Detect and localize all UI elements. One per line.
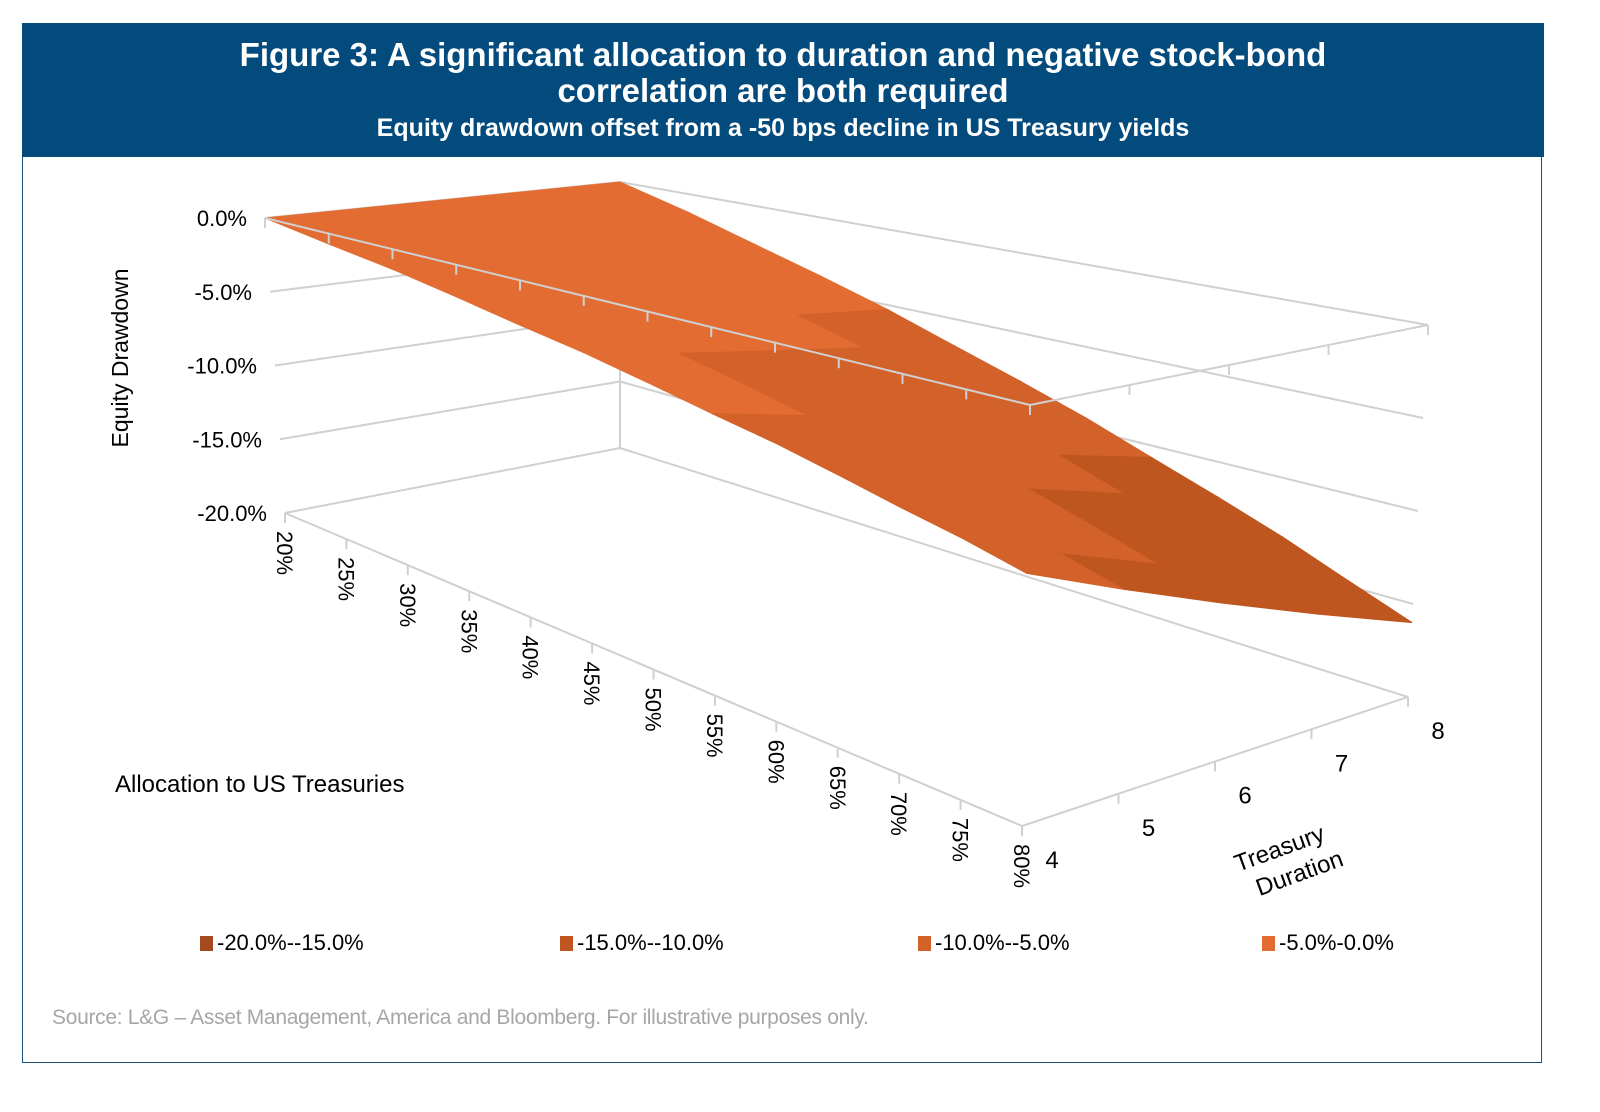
legend-item: -5.0%-0.0% <box>1262 930 1394 956</box>
legend-item: -20.0%--15.0% <box>200 930 364 956</box>
duration-tick-label: 6 <box>1238 783 1251 810</box>
z-tick-label: -10.0% <box>187 354 257 379</box>
z-tick-label: -20.0% <box>197 501 267 526</box>
z-axis-title: Equity Drawdown <box>107 269 133 448</box>
allocation-tick-label: 75% <box>948 818 973 862</box>
legend-label: -5.0%-0.0% <box>1279 930 1394 955</box>
chart-title: Figure 3: A significant allocation to du… <box>239 36 1327 109</box>
chart-subtitle: Equity drawdown offset from a -50 bps de… <box>376 114 1190 142</box>
legend-swatch <box>918 935 931 951</box>
gridline-back-wall <box>619 447 1409 698</box>
allocation-tick-label: 60% <box>763 740 788 784</box>
legend-item: -10.0%--5.0% <box>918 930 1070 956</box>
allocation-tick-label: 55% <box>702 714 727 758</box>
surface-cell <box>963 538 1125 590</box>
legend-label: -20.0%--15.0% <box>217 930 364 955</box>
allocation-tick-label: 40% <box>518 635 543 679</box>
source-note: Source: L&G – Asset Management, America … <box>52 1006 869 1029</box>
legend-label: -15.0%--10.0% <box>577 930 724 955</box>
gridline-left-wall <box>284 447 621 514</box>
allocation-tick-label: 20% <box>272 531 297 575</box>
duration-tick-label: 4 <box>1045 847 1058 874</box>
allocation-tick-label: 70% <box>886 792 911 836</box>
allocation-tick-label: 30% <box>395 583 420 627</box>
header-banner: Figure 3: A significant allocation to du… <box>22 23 1544 157</box>
y-axis-title: TreasuryDuration <box>1231 817 1347 906</box>
allocation-tick-label: 50% <box>641 688 666 732</box>
x-axis-title: Allocation to US Treasuries <box>115 771 404 798</box>
z-tick-label: -15.0% <box>192 427 262 452</box>
z-tick-label: -5.0% <box>195 280 252 305</box>
allocation-tick-label: 80% <box>1009 844 1034 888</box>
legend-swatch <box>200 935 213 951</box>
legend-swatch <box>560 935 573 951</box>
allocation-tick-label: 45% <box>579 661 604 705</box>
allocation-tick-label: 25% <box>333 557 358 601</box>
legend-swatch <box>1262 935 1275 951</box>
gridline-back-wall <box>619 181 1429 326</box>
allocation-tick-label: 65% <box>825 766 850 810</box>
legend-item: -15.0%--10.0% <box>560 930 724 956</box>
z-tick-label: 0.0% <box>197 206 247 231</box>
allocation-tick-label: 35% <box>456 609 481 653</box>
duration-tick-label: 5 <box>1142 815 1155 842</box>
legend-label: -10.0%--5.0% <box>935 930 1070 955</box>
gridline-left-wall <box>279 380 621 441</box>
duration-tick-label: 8 <box>1431 718 1444 745</box>
duration-tick-label: 7 <box>1335 750 1348 777</box>
